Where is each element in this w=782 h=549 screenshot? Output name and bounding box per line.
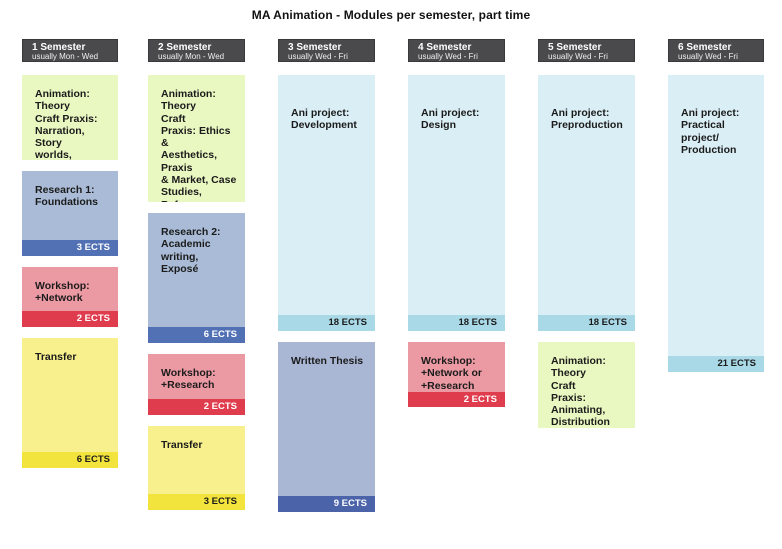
semester-3-header-title: 3 Semester	[288, 42, 342, 53]
card-research-1: Research 1: Foundations 3 ECTS	[22, 171, 118, 256]
semester-2-header: 2 Semester usually Mon - Wed	[148, 39, 245, 62]
semester-column-5: 5 Semester usually Wed - Fri Ani project…	[538, 39, 635, 428]
card-written-thesis: Written Thesis 9 ECTS	[278, 342, 375, 512]
ects-footer: 18 ECTS	[278, 315, 375, 331]
card-title: Ani project: Design	[421, 107, 480, 132]
ects-label: 9 ECTS	[333, 498, 367, 509]
ects-footer: 2 ECTS	[22, 311, 118, 327]
ects-label: 3 ECTS	[76, 242, 110, 253]
semester-1-header-subtitle: usually Mon - Wed	[32, 52, 99, 61]
card-ani-project-development: Ani project: Development 18 ECTS	[278, 75, 375, 331]
ects-footer: 2 ECTS	[408, 391, 505, 407]
page-title: MA Animation - Modules per semester, par…	[251, 8, 531, 22]
ects-label: 2 ECTS	[203, 401, 237, 412]
semester-column-3: 3 Semester usually Wed - Fri Ani project…	[278, 39, 375, 512]
ects-label: 6 ECTS	[203, 329, 237, 340]
card-animation-theory-craft-praxis-s2: Animation: Theory Craft Praxis: Ethics &…	[148, 75, 245, 202]
semester-1-header-title: 1 Semester	[32, 42, 86, 53]
semester-2-header-title: 2 Semester	[158, 42, 212, 53]
ects-label: 3 ECTS	[203, 496, 237, 507]
semester-2-header-subtitle: usually Mon - Wed	[158, 52, 225, 61]
ects-footer: 3 ECTS	[148, 494, 245, 510]
card-animation-theory-craft-praxis-s1: Animation: Theory Craft Praxis: Narratio…	[22, 75, 118, 160]
card-title: Workshop: +Research	[161, 367, 216, 392]
card-title: Ani project: Preproduction	[551, 107, 623, 132]
card-transfer-s2: Transfer 3 ECTS	[148, 426, 245, 510]
semester-3-header-subtitle: usually Wed - Fri	[288, 52, 348, 61]
ects-label: 6 ECTS	[76, 454, 110, 465]
ects-label: 2 ECTS	[76, 313, 110, 324]
ects-footer: 2 ECTS	[148, 399, 245, 415]
semester-column-1: 1 Semester usually Mon - Wed Animation: …	[22, 39, 118, 468]
semester-4-header-subtitle: usually Wed - Fri	[418, 52, 478, 61]
card-title: Ani project: Development	[291, 107, 357, 132]
card-title: Written Thesis	[291, 355, 364, 367]
card-title: Workshop: +Network or +Research	[421, 355, 482, 392]
semester-3-header: 3 Semester usually Wed - Fri	[278, 39, 375, 62]
card-workshop-research-s2: Workshop: +Research 2 ECTS	[148, 354, 245, 415]
card-title: Animation: Theory Craft Praxis: Animatin…	[551, 355, 610, 428]
semester-column-4: 4 Semester usually Wed - Fri Ani project…	[408, 39, 505, 407]
ects-footer: 21 ECTS	[668, 356, 764, 372]
ects-footer: 18 ECTS	[408, 315, 505, 331]
semester-6-header: 6 Semester usually Wed - Fri	[668, 39, 764, 62]
semester-4-header: 4 Semester usually Wed - Fri	[408, 39, 505, 62]
semester-5-header-subtitle: usually Wed - Fri	[548, 52, 608, 61]
semester-column-6: 6 Semester usually Wed - Fri Ani project…	[668, 39, 764, 372]
ects-footer: 6 ECTS	[148, 327, 245, 343]
ects-footer: 3 ECTS	[22, 240, 118, 256]
card-title: Transfer	[161, 439, 203, 451]
ects-label: 18 ECTS	[328, 317, 367, 328]
card-title: Research 1: Foundations	[35, 184, 98, 209]
ects-footer: 18 ECTS	[538, 315, 635, 331]
card-title: Animation: Theory Craft Praxis: Ethics &…	[161, 88, 237, 202]
card-title: Research 2: Academic writing, Exposé	[161, 226, 221, 275]
semester-5-header: 5 Semester usually Wed - Fri	[538, 39, 635, 62]
semester-column-2: 2 Semester usually Mon - Wed Animation: …	[148, 39, 245, 510]
ects-footer: 6 ECTS	[22, 452, 118, 468]
card-research-2: Research 2: Academic writing, Exposé 6 E…	[148, 213, 245, 343]
ects-label: 18 ECTS	[588, 317, 627, 328]
card-transfer-s1: Transfer 6 ECTS	[22, 338, 118, 468]
card-workshop-network-s1: Workshop: +Network 2 ECTS	[22, 267, 118, 327]
card-title: Workshop: +Network	[35, 280, 90, 305]
semester-6-header-subtitle: usually Wed - Fri	[678, 52, 738, 61]
card-title: Animation: Theory Craft Praxis: Narratio…	[35, 88, 98, 160]
ects-label: 21 ECTS	[717, 358, 756, 369]
card-ani-project-practical-production: Ani project: Practical project/ Producti…	[668, 75, 764, 372]
card-ani-project-preproduction: Ani project: Preproduction 18 ECTS	[538, 75, 635, 331]
card-title: Transfer	[35, 351, 77, 363]
semester-1-header: 1 Semester usually Mon - Wed	[22, 39, 118, 62]
ects-label: 2 ECTS	[463, 393, 497, 405]
ects-footer: 9 ECTS	[278, 496, 375, 512]
semester-6-header-title: 6 Semester	[678, 42, 732, 53]
card-animation-theory-craft-praxis-s5: Animation: Theory Craft Praxis: Animatin…	[538, 342, 635, 428]
semester-4-header-title: 4 Semester	[418, 42, 472, 53]
card-title: Ani project: Practical project/ Producti…	[681, 107, 740, 156]
card-workshop-network-or-research-s4: Workshop: +Network or +Research 2 ECTS	[408, 342, 505, 407]
ects-label: 18 ECTS	[458, 317, 497, 328]
semester-5-header-title: 5 Semester	[548, 42, 602, 53]
card-ani-project-design: Ani project: Design 18 ECTS	[408, 75, 505, 331]
